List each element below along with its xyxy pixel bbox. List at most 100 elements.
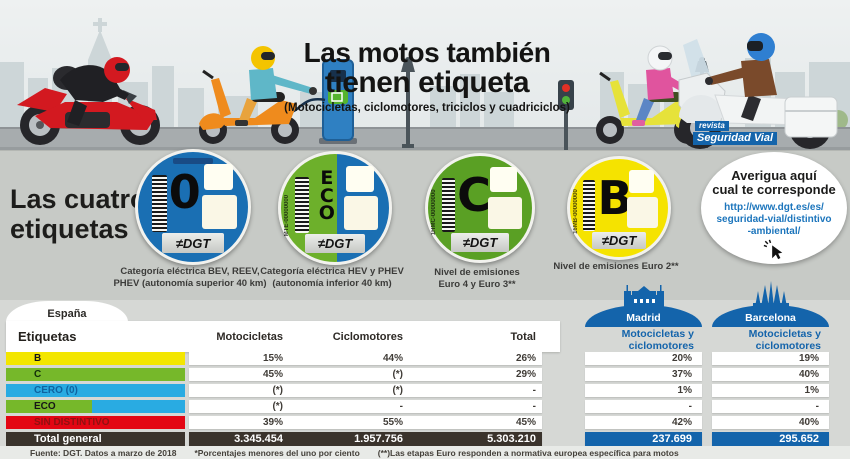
barcode [295, 176, 310, 233]
city-tab-barcelona: Barcelona [712, 305, 829, 327]
badge-eco: MTE-00000000 E C O ≠ DGT [278, 151, 392, 265]
city-total: 237.699 [585, 432, 702, 446]
city-cell: 37% [585, 368, 702, 381]
main-title: Las motos también tienen etiqueta (Motoc… [262, 38, 592, 114]
dgt-logo: ≠ DGT [450, 232, 510, 252]
badge-caption-c: Nivel de emisiones Euro 4 y Euro 3** [434, 267, 520, 291]
column-header-ciclomotores: Ciclomotores [332, 331, 403, 343]
cursor-click-icon [763, 239, 783, 260]
title-subtitle: (Motocicletas, ciclomotores, triciclos y… [284, 101, 570, 114]
road-edge [0, 127, 850, 129]
city-cell: 40% [712, 368, 829, 381]
footer-strip [0, 446, 850, 459]
badge-caption-b: Nivel de emisiones Euro 2** [553, 261, 679, 272]
title-line2: tienen etiqueta [324, 66, 530, 100]
dgt-logo: ≠ DGT [591, 231, 647, 250]
row-label-cero: CERO (0) [6, 384, 185, 397]
badge-letter: B [597, 170, 633, 225]
dgt-logo-glyph: ≠ [175, 235, 183, 251]
footer-source: Fuente: DGT. Datos a marzo de 2018 [30, 448, 177, 458]
badge-panel [343, 196, 379, 230]
title-line1: Las motos también [303, 37, 551, 68]
row-label-sin-distintivo: SIN DISTINTIVO [6, 416, 185, 429]
city-cell: 1% [712, 384, 829, 397]
badge-zero-emissions: 0 ≠ DGT [135, 149, 251, 265]
barcelona-skyline-icon [753, 281, 789, 307]
city-cell: 20% [585, 352, 702, 365]
section-heading-line1: Las cuatro [10, 184, 147, 214]
city-cell: 40% [712, 416, 829, 429]
street-scene: revista Seguridad Vial Las motos también… [0, 0, 850, 150]
row-label-b: B [6, 352, 185, 365]
badge-letter: C [457, 168, 491, 223]
brand-line1: revista [695, 121, 729, 131]
brand-logo: revista Seguridad Vial [693, 116, 778, 145]
barcode [441, 177, 456, 232]
dgt-logo-glyph: ≠ [601, 232, 609, 248]
dgt-logo: ≠ DGT [304, 233, 366, 254]
badge-panel [204, 164, 233, 191]
table-row: 45% (*) 29% [189, 368, 542, 381]
badge-top-label [173, 157, 213, 165]
finder-link[interactable]: http://www.dgt.es/es/ seguridad-vial/dis… [716, 201, 832, 237]
table-total-row: 3.345.454 1.957.756 5.303.210 [189, 432, 542, 446]
footer-note1: *Porcentajes menores del uno por ciento [194, 448, 360, 458]
row-label-total: Total general [6, 432, 185, 446]
badge-letter: 0 [168, 165, 201, 220]
row-label-c: C [6, 368, 185, 381]
street-lamp-icon [401, 57, 415, 148]
badge-code: 16MB-00000000 [572, 188, 579, 234]
barcode [582, 179, 596, 231]
table-row: 39% 55% 45% [189, 416, 542, 429]
column-headers: Motocicletas Ciclomotores Total [189, 331, 542, 343]
row-label-eco: ECO [6, 400, 185, 413]
road-curb [0, 147, 850, 150]
dgt-logo: ≠ DGT [162, 233, 224, 254]
badge-b: 16MB-00000000 B ≠ DGT [567, 156, 671, 260]
table-row: (*) - - [189, 400, 542, 413]
finder-title: Averigua aquí cual te corresponde [712, 168, 836, 198]
footer: Fuente: DGT. Datos a marzo de 2018 *Porc… [30, 448, 679, 458]
badge-c: 1HMC-00000000 C ≠ DGT [425, 153, 535, 263]
barcode [152, 175, 167, 233]
label-finder-bubble: Averigua aquí cual te corresponde http:/… [701, 152, 847, 264]
badge-caption-eco: Categoría eléctrica HEV y PHEV (autonomí… [260, 266, 404, 290]
madrid-skyline-icon [624, 285, 664, 307]
badge-panel [201, 194, 237, 229]
column-header-motocicletas: Motocicletas [216, 331, 283, 343]
badge-caption-zero: Categoría eléctrica BEV, REEV, PHEV (aut… [113, 266, 267, 290]
badge-code: MTE-00000000 [284, 194, 291, 237]
country-tab-espana: España [6, 301, 128, 322]
section-heading-line2: etiquetas [10, 214, 129, 245]
dgt-logo-glyph: ≠ [317, 236, 325, 252]
city-cell: - [585, 400, 702, 413]
column-header-total: Total [510, 331, 536, 343]
table-row: (*) (*) - [189, 384, 542, 397]
badge-panel [345, 165, 374, 192]
traffic-light-icon [558, 80, 574, 150]
badge-panel [490, 167, 518, 193]
red-motorcycle-illustration [17, 57, 160, 145]
city-cell: 19% [712, 352, 829, 365]
city-tab-madrid: Madrid [585, 305, 702, 327]
brand-line2: Seguridad Vial [693, 132, 778, 145]
city-total: 295.652 [712, 432, 829, 446]
city-column-header: Motocicletas y ciclomotores [621, 328, 694, 352]
section-heading: Las cuatro etiquetas [10, 184, 147, 244]
city-cell: 1% [585, 384, 702, 397]
city-column-header: Motocicletas y ciclomotores [748, 328, 821, 352]
table-title: Etiquetas [18, 329, 77, 344]
charging-scooter-illustration [199, 46, 357, 144]
dgt-logo-glyph: ≠ [462, 234, 470, 250]
badge-panel [626, 197, 659, 228]
table-row: 15% 44% 26% [189, 352, 542, 365]
city-cell: - [712, 400, 829, 413]
table-header-band: Etiquetas Motocicletas Ciclomotores Tota… [6, 321, 560, 352]
badge-code: 1HMC-00000000 [431, 189, 438, 236]
footer-note2: (**)Las etapas Euro responden a normativ… [377, 448, 679, 458]
city-cell: 42% [585, 416, 702, 429]
badge-panel [488, 196, 522, 229]
badge-letter: E C O [318, 167, 335, 225]
badge-panel [628, 169, 655, 194]
